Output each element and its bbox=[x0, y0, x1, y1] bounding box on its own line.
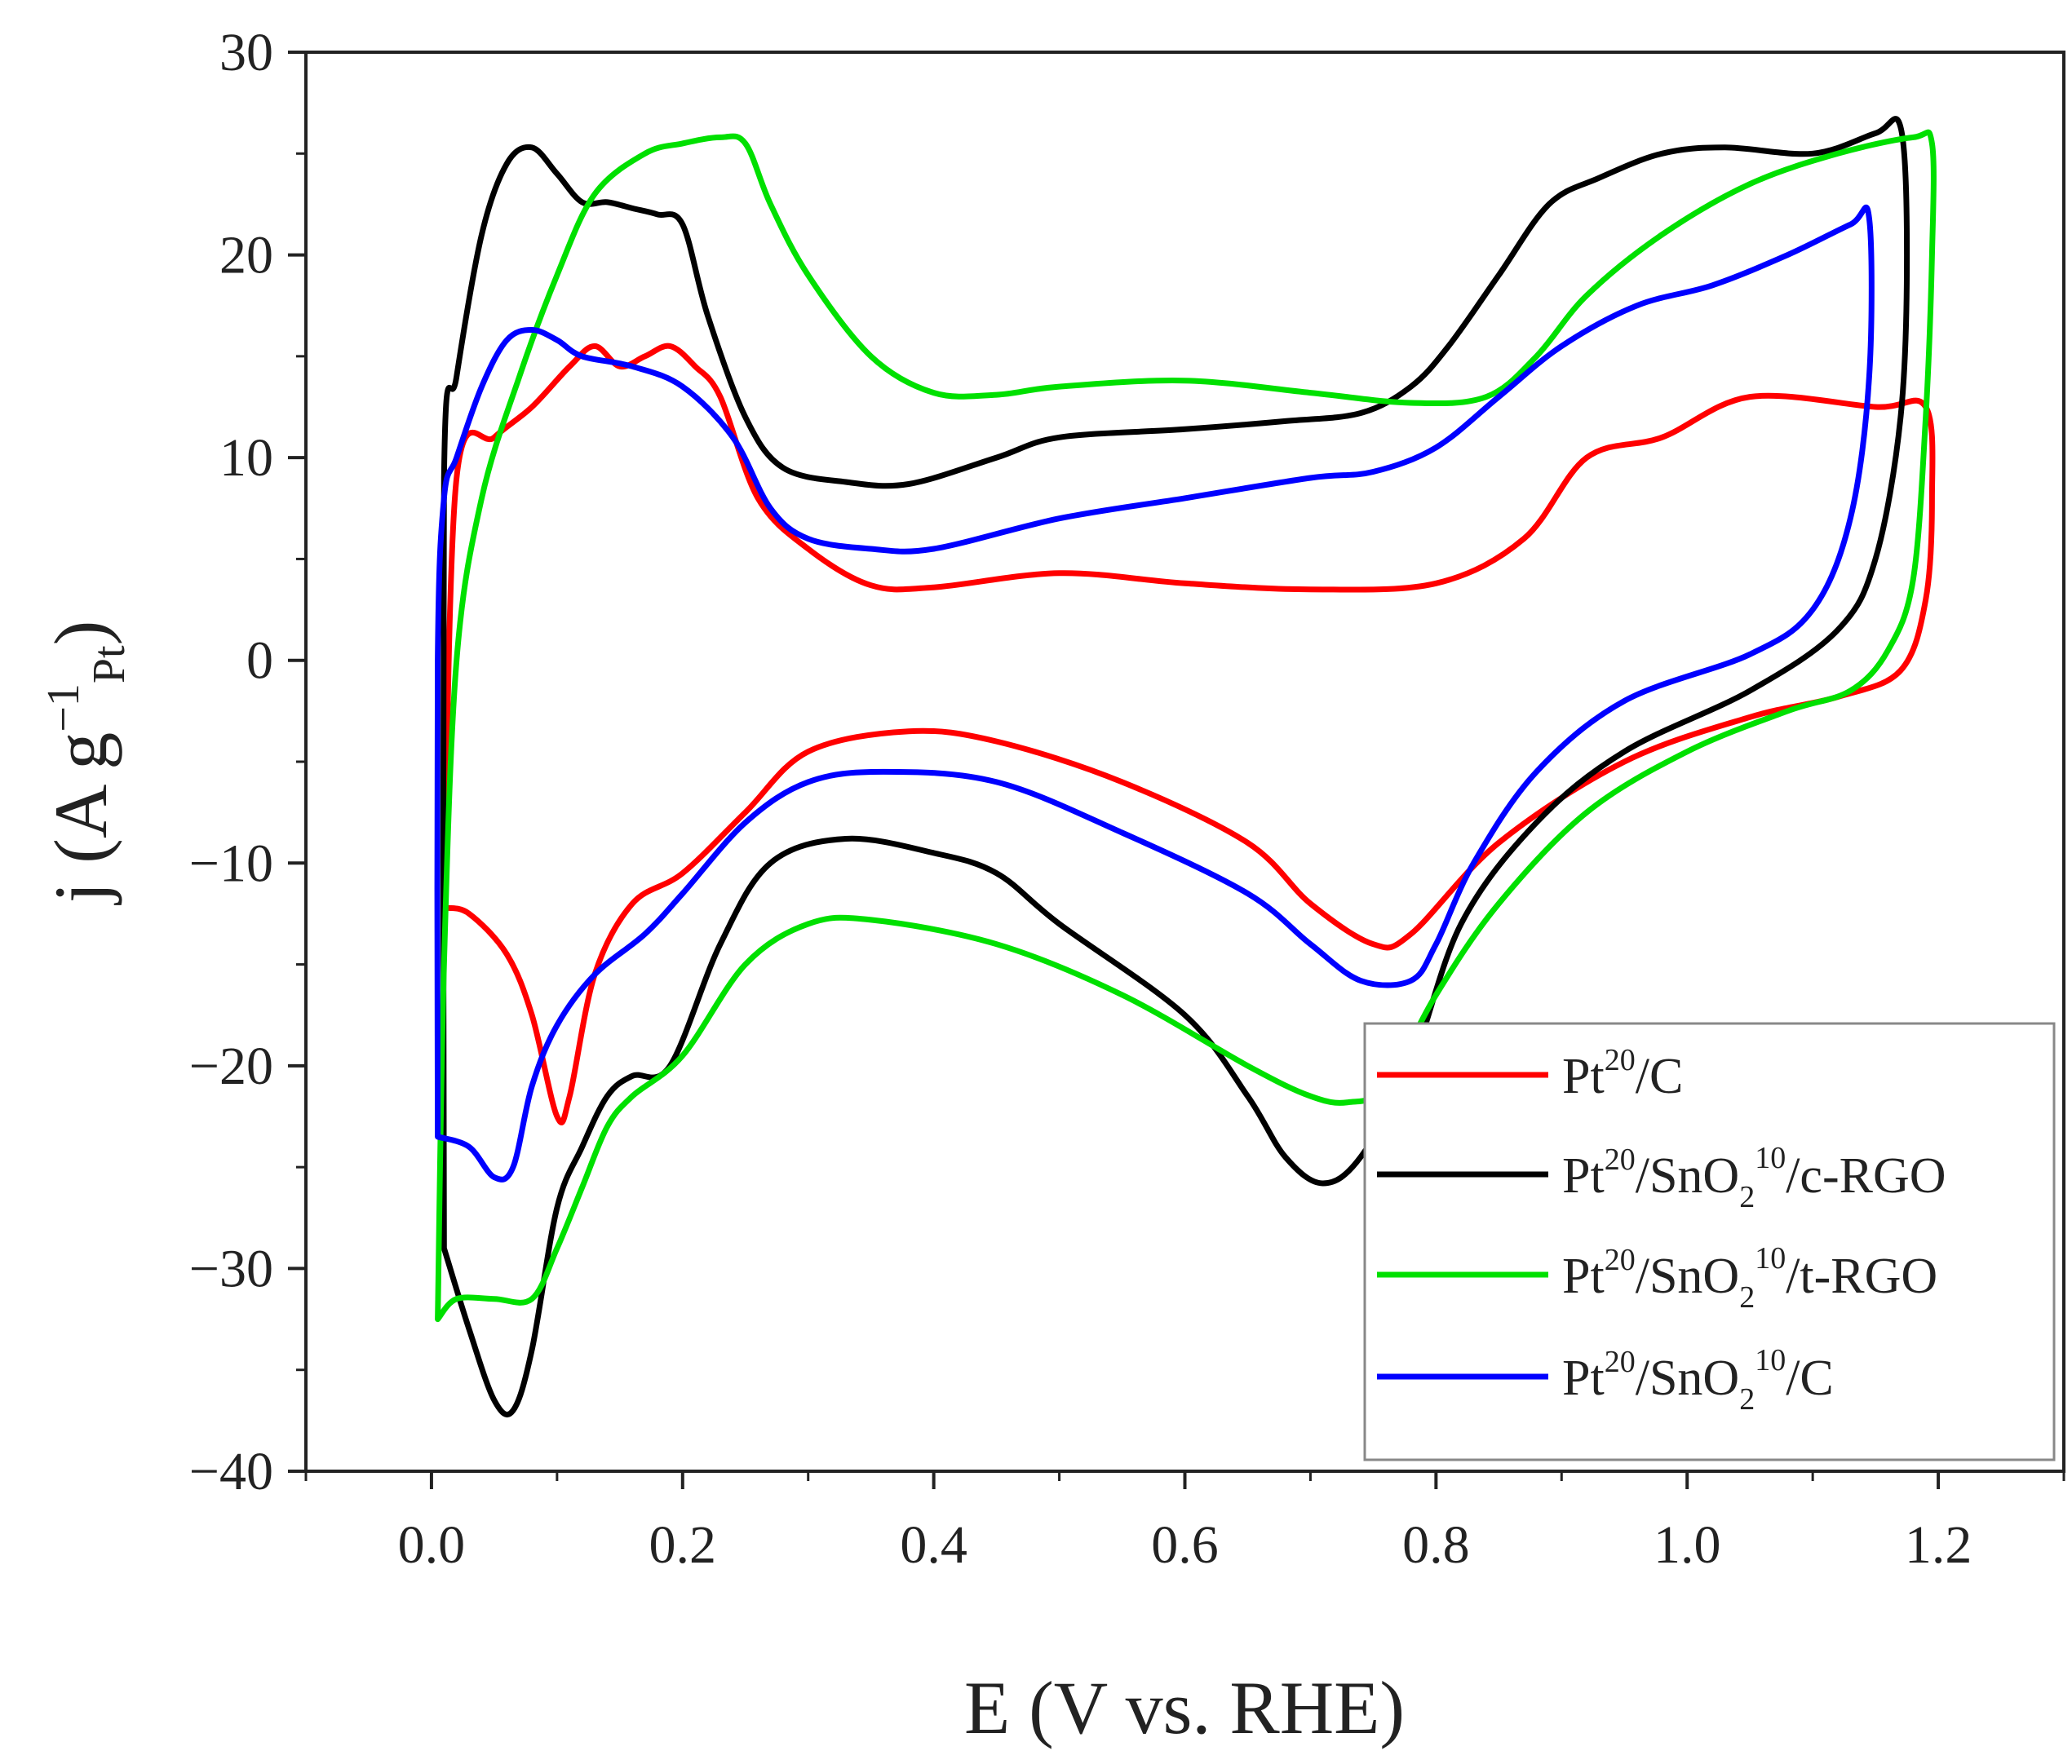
x-tick-label: 0.0 bbox=[398, 1515, 466, 1575]
series-line-4 bbox=[434, 204, 1875, 1183]
series-line-2 bbox=[440, 116, 1910, 1417]
legend-label-3: Pt20/SnO210/t-RGO bbox=[1562, 1241, 1937, 1315]
y-axis-title-main: j (A g bbox=[39, 732, 122, 906]
x-axis-title: E (V vs. RHE) bbox=[964, 1666, 1405, 1749]
x-tick-label: 1.2 bbox=[1905, 1515, 1972, 1575]
y-tick-label: −20 bbox=[189, 1037, 273, 1096]
y-tick-label: 0 bbox=[246, 631, 273, 691]
y-tick-label: 10 bbox=[219, 428, 273, 488]
legend-label-4: Pt20/SnO210/C bbox=[1562, 1343, 1834, 1417]
y-axis-title: j (A g−1Pt) bbox=[38, 621, 135, 906]
x-tick-label: 0.8 bbox=[1402, 1515, 1470, 1575]
y-axis-title-sup: −1 bbox=[38, 683, 89, 732]
series-line-1 bbox=[441, 343, 1936, 1125]
y-tick-label: −40 bbox=[189, 1442, 273, 1501]
x-tick-label: 0.2 bbox=[649, 1515, 717, 1575]
axis-ticks: 0.0 0.2 0.4 0.6 0.8 1.0 1.2 −40 −30 −20 −10 0 10 20 30 bbox=[189, 23, 2065, 1575]
legend-label-2: Pt20/SnO210/c-RGO bbox=[1562, 1141, 1946, 1214]
series-layer bbox=[434, 116, 1937, 1417]
y-axis-title-close: ) bbox=[39, 621, 122, 646]
legend-box bbox=[1363, 1022, 2056, 1461]
y-tick-label: 30 bbox=[219, 23, 273, 82]
x-tick-label: 0.4 bbox=[900, 1515, 967, 1575]
legend: Pt20/C Pt20/SnO210/c-RGO Pt20/SnO210/t-RGO… bbox=[1363, 1022, 2056, 1461]
y-tick-label: −30 bbox=[189, 1239, 273, 1298]
x-tick-label: 1.0 bbox=[1654, 1515, 1721, 1575]
x-tick-label: 0.6 bbox=[1151, 1515, 1219, 1575]
y-tick-label: 20 bbox=[219, 226, 273, 285]
series-line-3 bbox=[435, 129, 1937, 1323]
legend-label-1: Pt20/C bbox=[1562, 1043, 1683, 1104]
y-tick-label: −10 bbox=[189, 833, 273, 893]
y-axis-title-sub: Pt bbox=[84, 645, 135, 683]
